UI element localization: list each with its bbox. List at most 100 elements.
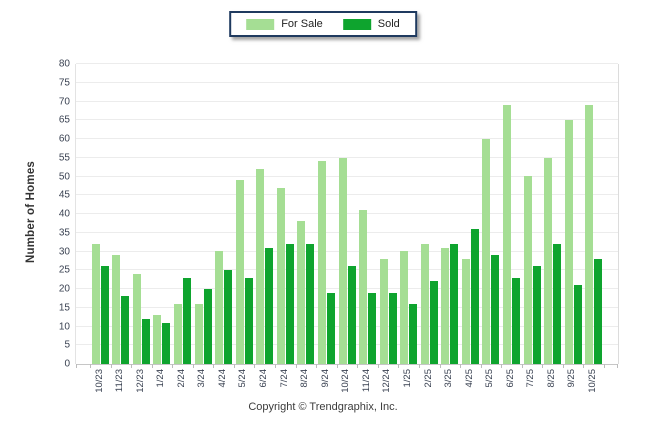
x-tick-label: 4/25 — [463, 369, 475, 388]
x-tick-label: 5/24 — [237, 369, 249, 388]
x-tick-label: 2/25 — [422, 369, 434, 388]
x-axis-labels: 10/23 11/23 12/23 1/24 2/24 3/24 4/24 5/24 6/24 7… — [75, 369, 617, 393]
sold-bar — [224, 270, 233, 364]
x-tick-label: 2/24 — [175, 369, 187, 388]
bar-group — [193, 64, 214, 364]
for-sale-bar — [338, 158, 347, 364]
for-sale-bar — [194, 304, 203, 364]
y-tick-label: 50 — [58, 171, 70, 182]
sold-swatch-icon — [342, 18, 371, 30]
x-axis-tick — [90, 364, 91, 368]
for-sale-bar — [359, 210, 368, 364]
x-tick-label: 3/25 — [443, 369, 455, 388]
y-axis-labels: 0 5 10 15 20 25 30 35 40 45 50 55 60 65 70 75 80 — [0, 59, 70, 370]
sold-bar — [183, 278, 192, 364]
x-axis-tick — [617, 364, 618, 368]
y-tick-label: 70 — [58, 96, 70, 107]
gridline — [76, 156, 618, 158]
legend-item-sold: Sold — [342, 18, 400, 30]
sold-bar — [244, 278, 253, 364]
x-tick-label: 9/25 — [566, 369, 578, 388]
x-tick-label: 8/24 — [299, 369, 311, 388]
bar-group — [131, 64, 152, 364]
bar-group — [460, 64, 481, 364]
sold-bar — [532, 266, 541, 364]
bars — [76, 64, 618, 364]
y-tick-label: 0 — [64, 358, 70, 370]
sold-bar — [573, 285, 582, 364]
x-axis-tick — [357, 364, 359, 368]
y-tick-label: 30 — [58, 246, 70, 257]
x-axis-tick — [213, 364, 215, 368]
for-sale-bar — [420, 244, 429, 364]
y-tick-label: 80 — [58, 58, 70, 70]
bar-group — [90, 64, 111, 364]
x-tick-label: 10/25 — [587, 369, 599, 393]
x-tick-label: 6/25 — [504, 369, 516, 388]
bar-group — [481, 64, 502, 364]
sold-bar — [100, 266, 109, 364]
bar-group — [337, 64, 358, 364]
x-tick-label: 3/24 — [196, 369, 208, 388]
gridline — [76, 306, 618, 308]
for-sale-bar — [256, 169, 265, 364]
x-tick-label: 1/24 — [155, 369, 167, 388]
bar-group — [440, 64, 461, 364]
x-tick-label: 12/23 — [134, 369, 146, 393]
x-axis-line — [76, 364, 618, 365]
x-axis-tick — [110, 364, 112, 368]
y-tick-label: 60 — [58, 133, 70, 145]
gridline — [76, 213, 618, 214]
bar-group — [563, 64, 584, 364]
x-tick-label: 10/23 — [93, 369, 105, 393]
for-sale-bar — [91, 244, 100, 364]
x-axis-tick — [336, 364, 338, 368]
y-tick-label: 45 — [58, 189, 70, 201]
x-axis-tick — [76, 364, 77, 368]
sold-bar — [409, 304, 418, 364]
bar-group — [378, 64, 399, 364]
for-sale-bar — [585, 105, 594, 364]
sold-bar — [306, 244, 315, 364]
gridline — [76, 250, 618, 252]
x-axis-tick — [233, 364, 235, 368]
x-tick-label: 8/25 — [545, 369, 557, 388]
gridline — [76, 269, 618, 271]
for-sale-bar — [461, 259, 470, 364]
sold-bar — [429, 281, 438, 364]
bar-group — [172, 64, 193, 364]
bar-group — [522, 64, 543, 364]
bar-group — [111, 64, 132, 364]
bar-group — [296, 64, 317, 364]
x-axis-tick — [316, 364, 318, 368]
sold-bar — [162, 323, 171, 364]
x-tick-label: 7/24 — [278, 369, 290, 388]
x-tick-label: 4/24 — [216, 369, 228, 388]
x-tick-label: 1/25 — [401, 369, 413, 388]
gridline — [76, 138, 618, 139]
x-axis-tick — [151, 364, 153, 368]
legend-item-for-sale: For Sale — [246, 18, 323, 30]
x-tick-label: 5/25 — [484, 369, 496, 388]
bar-group — [213, 64, 234, 364]
x-axis-tick — [460, 364, 462, 368]
y-tick-label: 25 — [58, 264, 70, 276]
for-sale-bar — [482, 139, 491, 364]
for-sale-bar — [112, 255, 121, 364]
x-tick-label: 6/24 — [258, 369, 270, 388]
gridline — [76, 344, 618, 346]
sold-bar — [450, 244, 459, 364]
sold-label: Sold — [377, 18, 400, 30]
sold-bar — [141, 319, 150, 364]
sold-bar — [347, 266, 356, 364]
bar-group — [275, 64, 296, 364]
x-axis-tick — [398, 364, 400, 368]
sold-bar — [388, 293, 397, 364]
plot-area — [75, 63, 619, 368]
gridline — [76, 63, 618, 64]
x-axis-tick — [418, 364, 420, 368]
gridline — [76, 81, 618, 83]
x-axis-tick — [542, 364, 544, 368]
y-tick-label: 75 — [58, 77, 70, 89]
